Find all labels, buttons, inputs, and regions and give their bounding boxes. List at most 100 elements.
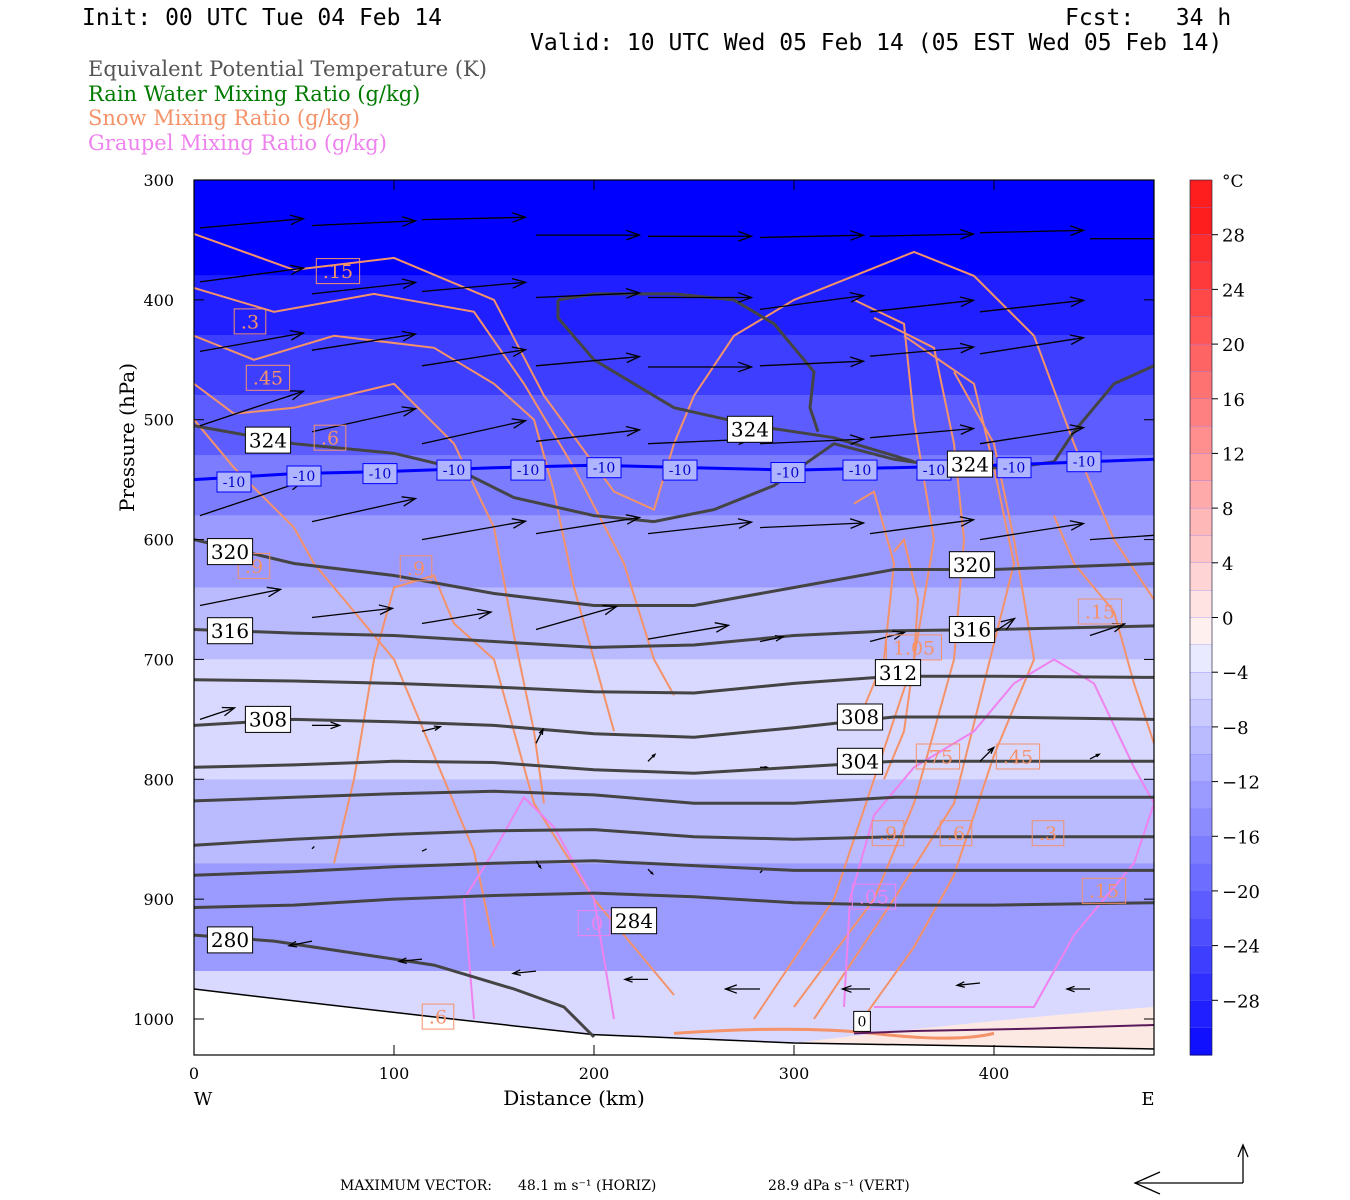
snow-label: 1.05 [885, 634, 943, 661]
theta-e-label: 324 [244, 426, 292, 454]
snow-label-box [399, 555, 433, 582]
y-axis-title: Pressure (hPa) [115, 363, 139, 512]
wind-head [738, 361, 754, 373]
forecast-hour: Fcst: 34 h [1065, 5, 1232, 31]
wind-shaft [199, 332, 304, 353]
wind-vector [421, 418, 528, 445]
snow-label-text: .15 [1089, 881, 1119, 903]
wind-vector [979, 296, 1086, 313]
colorbar-label: −4 [1222, 663, 1249, 684]
wind-head [287, 940, 298, 948]
wind-shaft [979, 426, 1084, 445]
snow-label-text: .45 [253, 368, 283, 390]
wind-vector [648, 361, 754, 373]
wind-head [1069, 520, 1086, 531]
wind-vector [421, 848, 427, 852]
theta-e-label: 324 [726, 415, 774, 443]
snow-contour [194, 334, 615, 732]
snow-label-box [1031, 820, 1065, 847]
temp-band [194, 587, 1154, 660]
colorbar-label: −24 [1222, 937, 1260, 958]
snow-label: .9 [871, 820, 905, 847]
wind-head [959, 296, 976, 308]
graupel-label-box [851, 883, 897, 910]
wind-head [849, 230, 866, 241]
theta-e-contour [194, 624, 1154, 649]
snow-contour [793, 316, 966, 1008]
theta-e-label-text: 324 [731, 418, 769, 442]
theta-e-label-text: 284 [615, 909, 653, 933]
isotherm-label-text: -10 [293, 469, 316, 485]
snow-label: .3 [233, 308, 267, 335]
wind-vector [979, 520, 1086, 541]
wind-shaft [199, 707, 235, 721]
theta-e-label-text: 308 [841, 705, 879, 729]
wind-vector [1065, 985, 1090, 993]
colorbar-swatch [1189, 398, 1213, 427]
theta-e-contour [194, 891, 1154, 909]
wind-head [959, 424, 976, 435]
wind-shaft [759, 870, 763, 874]
colorbar-swatch [1189, 425, 1213, 455]
wind-head [511, 212, 528, 223]
temp-band [194, 275, 1154, 336]
colorbar-label: −28 [1222, 991, 1260, 1012]
wind-head [955, 981, 965, 988]
wind-head [1069, 334, 1086, 346]
wind-shaft [421, 281, 526, 293]
snow-label: .15 [1077, 598, 1123, 625]
wind-shaft [869, 519, 974, 535]
colorbar-swatch [1189, 261, 1213, 290]
snow-contour [333, 574, 675, 996]
wind-vector [647, 753, 657, 762]
y-tick-label: 900 [143, 890, 174, 909]
wind-vector [869, 516, 976, 535]
theta-e-contour [194, 933, 596, 1039]
wind-vector [311, 496, 418, 523]
wind-shaft [421, 611, 492, 625]
wind-shaft [512, 970, 537, 975]
wind-vector [511, 969, 537, 977]
theta-e-label: 308 [244, 705, 292, 733]
wind-vector [759, 291, 866, 311]
wind-vector [1090, 238, 1154, 240]
wind-head [511, 418, 528, 429]
snow-label-text: .3 [241, 311, 259, 333]
wind-shaft [421, 420, 526, 445]
isotherm-label-box [286, 465, 322, 487]
wind-vector [199, 390, 306, 427]
graupel-label: .05 [851, 883, 897, 910]
theta-e-label: 320 [206, 538, 254, 566]
wind-head [892, 630, 907, 640]
wind-vector [421, 346, 528, 367]
isotherm-label-box [216, 471, 252, 493]
snow-contour [194, 286, 675, 696]
theta-e-label-text: 316 [211, 619, 249, 643]
wind-head [289, 329, 306, 341]
isotherm-label-box [362, 463, 398, 485]
wind-head [511, 969, 521, 977]
wind-head [849, 434, 866, 446]
graupel-label-box [577, 910, 611, 937]
wind-shaft [869, 233, 974, 237]
wind-vector [869, 228, 976, 240]
colorbar-label: −12 [1222, 773, 1260, 794]
wind-vector [421, 725, 443, 732]
wind-shaft [759, 522, 864, 529]
graupel-contour [462, 795, 615, 1020]
wind-vector [869, 424, 976, 439]
wind-vector [199, 706, 237, 721]
wind-vector [648, 292, 754, 303]
wind-shaft [288, 940, 313, 947]
wind-head [840, 985, 852, 993]
wind-vector [311, 406, 418, 433]
wind-shaft [647, 521, 752, 535]
warm-surface-area [794, 1007, 1154, 1055]
wind-head [738, 230, 754, 242]
isotherm-label-box [510, 459, 546, 481]
wind-shaft [421, 349, 526, 367]
y-tick-label: 500 [143, 411, 174, 430]
wind-shaft [199, 588, 281, 607]
y-tick-label: 700 [143, 650, 174, 669]
